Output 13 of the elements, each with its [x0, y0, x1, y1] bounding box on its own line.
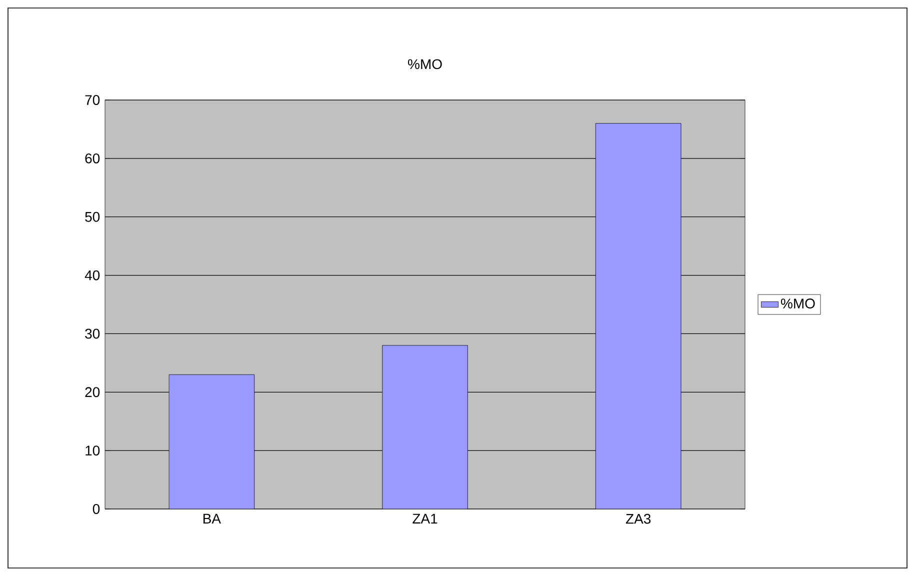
- y-tick-label: 60: [85, 153, 100, 164]
- y-tick-label: 30: [85, 328, 100, 339]
- x-tick-label: ZA1: [412, 514, 438, 524]
- y-tick-label: 50: [85, 212, 100, 222]
- legend-label: %MO: [780, 298, 815, 308]
- y-tick-label: 10: [86, 446, 100, 456]
- chart-title: %MO: [408, 59, 442, 70]
- x-tick-label: ZA3: [626, 514, 651, 524]
- y-tick-label: 20: [85, 387, 100, 398]
- y-tick-label: 0: [92, 504, 100, 514]
- y-tick-label: 40: [84, 270, 100, 280]
- x-tick-label: BA: [203, 514, 221, 524]
- y-tick-label: 70: [85, 95, 100, 105]
